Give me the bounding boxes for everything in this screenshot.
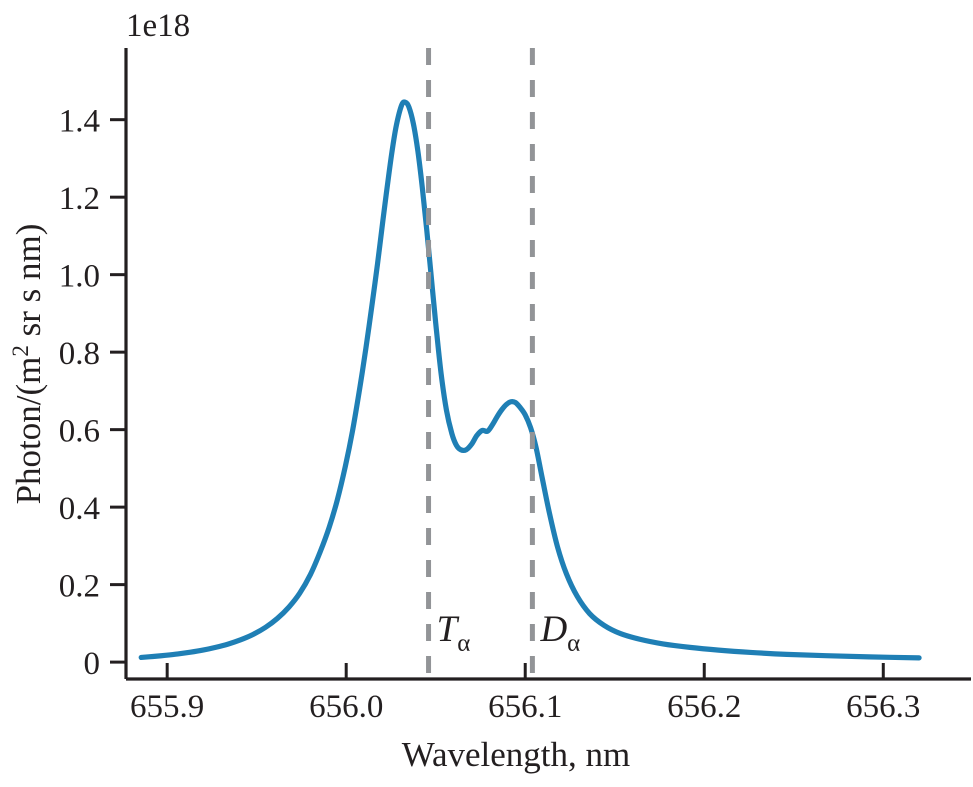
y-axis-title-suffix: sr s nm): [9, 224, 48, 346]
y-axis-title-prefix: Photon/(m: [9, 357, 48, 505]
y-tick-label-7: 1.4: [59, 104, 100, 140]
y-axis-title-exponent: 2: [8, 345, 33, 357]
vertical-marker-lines: [426, 48, 535, 678]
T-alpha-marker-label: Tα: [437, 609, 471, 657]
y-tick-label-1: 0.2: [59, 569, 100, 605]
y-axis-title: Photon/(m2 sr s nm): [8, 224, 48, 505]
data-series-0: [138, 99, 922, 661]
y-tick-label-4: 0.8: [59, 336, 100, 372]
annotation-labels: Tα Dα: [437, 609, 581, 657]
y-tick-label-2: 0.4: [59, 491, 100, 527]
x-tick-label-1: 656.0: [309, 689, 383, 725]
y-tick-label-0: 0: [84, 646, 101, 682]
x-tick-label-0: 655.9: [130, 689, 204, 725]
y-tick-label-3: 0.6: [59, 414, 100, 450]
svg-text:Photon/(m2 sr s nm): Photon/(m2 sr s nm): [8, 224, 48, 505]
series-layer: [138, 99, 922, 661]
y-tick-label-6: 1.2: [59, 181, 100, 217]
x-tick-label-4: 656.3: [846, 689, 920, 725]
y-tick-label-5: 1.0: [59, 259, 100, 295]
D-alpha-marker-label: Dα: [539, 609, 580, 657]
y-axis-offset-label: 1e18: [126, 8, 190, 44]
x-tick-label-3: 656.2: [667, 689, 741, 725]
x-axis-title: Wavelength, nm: [402, 735, 631, 774]
x-axis-ticks: 655.9 656.0 656.1 656.2 656.3: [130, 663, 920, 725]
x-tick-label-2: 656.1: [488, 689, 562, 725]
y-axis-ticks: 0 0.2 0.4 0.6 0.8 1.0 1.2 1.4: [59, 104, 126, 682]
